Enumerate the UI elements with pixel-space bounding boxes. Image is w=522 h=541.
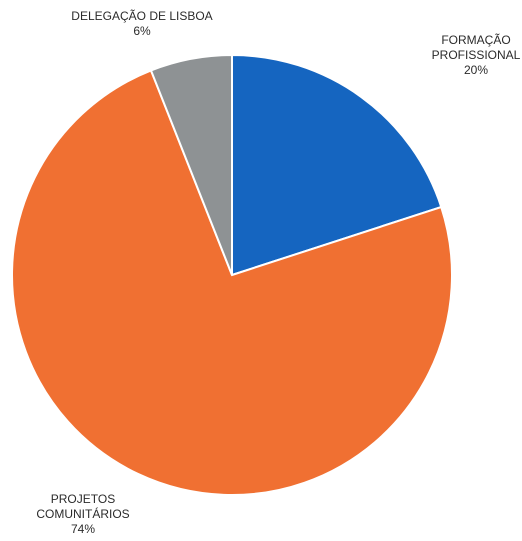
slice-label-delega-o-de-lisboa: DELEGAÇÃO DE LISBOA 6%: [71, 9, 212, 38]
slice-label-line: COMUNITÁRIOS: [36, 506, 129, 521]
slice-label-line: PROJETOS: [51, 492, 115, 506]
slice-label-line: PROFISSIONAL: [432, 48, 521, 62]
pie-slice-delega-o-de-lisboa: [149, 53, 233, 276]
pie-slice-forma-o-profissional: [231, 53, 443, 277]
slice-label-line: DELEGAÇÃO DE LISBOA: [71, 9, 212, 23]
slice-label-projetos-comunit-rios: PROJETOS COMUNITÁRIOS 74%: [36, 492, 129, 536]
slice-label-line: 6%: [133, 24, 151, 38]
pie-slice-projetos-comunit-rios: [11, 69, 453, 496]
slice-label-forma-o-profissional: FORMAÇÃO PROFISSIONAL 20%: [432, 33, 521, 77]
slice-label-line: 20%: [464, 63, 488, 77]
slice-label-line: FORMAÇÃO: [441, 33, 510, 47]
slice-label-line: 74%: [71, 522, 95, 536]
